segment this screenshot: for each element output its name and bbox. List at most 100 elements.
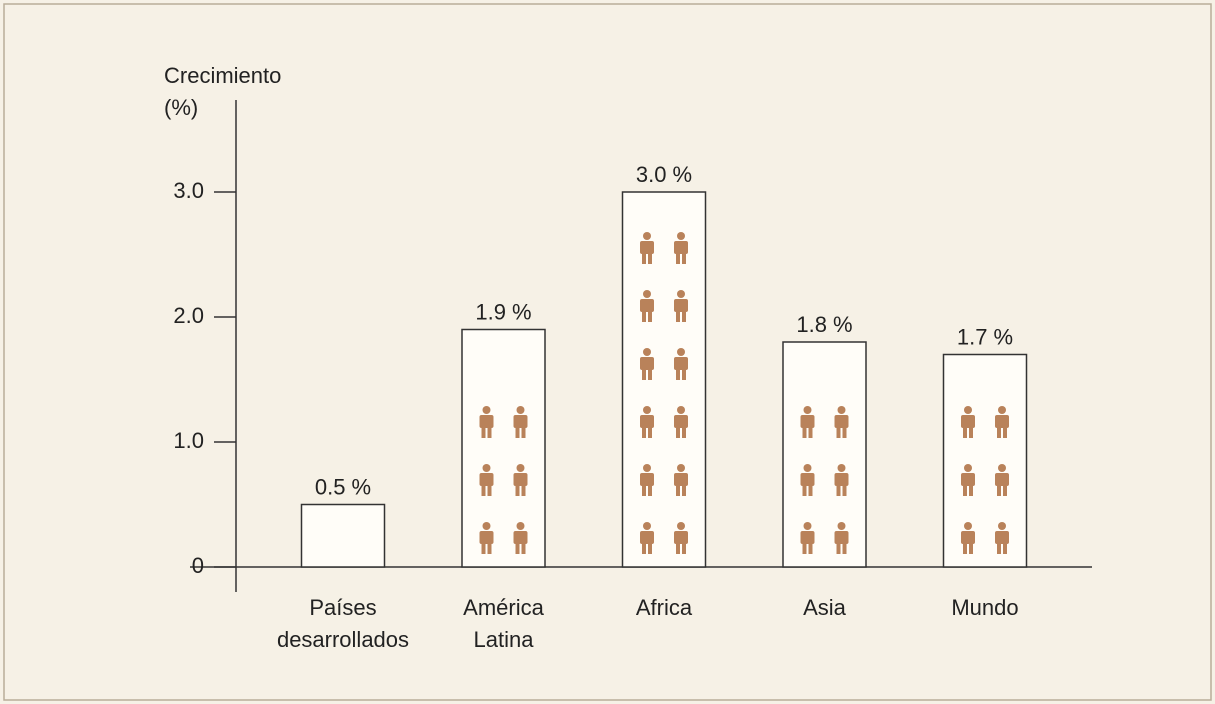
person-leg [842,485,847,496]
person-leg [802,543,807,554]
person-head [964,406,972,414]
y-tick-label: 0 [192,553,204,578]
person-leg [515,427,520,438]
person-head [643,406,651,414]
person-leg [1003,485,1007,496]
person-icon [479,522,494,554]
person-body [674,241,688,254]
person-head [837,522,846,530]
person-body [995,531,1009,544]
person-icon [513,522,528,554]
person-leg [969,427,973,438]
person-head [643,290,651,298]
y-axis-title: Crecimiento (%) [164,63,282,120]
person-icon [640,522,654,554]
bar [621,191,707,568]
person-icon [961,522,975,554]
person-leg [521,485,526,496]
bar [942,353,1028,568]
person-head [482,522,491,530]
person-leg [642,427,646,438]
person-leg [642,485,646,496]
person-icon [674,232,688,264]
person-leg [487,485,492,496]
person-body [640,473,654,486]
person-head [677,290,685,298]
person-body [674,299,688,312]
person-body [834,531,849,544]
person-icon [834,464,849,496]
person-icon [640,232,654,264]
person-head [677,522,685,530]
x-tick-label: Mundo [951,595,1019,620]
person-leg [481,543,486,554]
person-head [482,464,491,472]
x-tick-label: Países desarrollados [276,595,410,652]
person-leg [682,485,686,496]
person-head [803,406,812,414]
person-leg [963,427,967,438]
person-leg [642,253,646,264]
person-body [674,531,688,544]
person-leg [648,543,652,554]
person-body [640,531,654,544]
person-leg [963,485,967,496]
person-leg [481,485,486,496]
person-head [643,232,651,240]
person-body [834,415,849,428]
person-body [640,415,654,428]
person-head [677,464,685,472]
person-body [995,473,1009,486]
person-icon [513,464,528,496]
bar [300,503,386,568]
frame-border [3,3,1212,701]
person-icon [640,464,654,496]
x-tick-label: Africa [635,595,693,620]
person-body [800,531,815,544]
person-body [674,473,688,486]
person-leg [997,543,1001,554]
person-leg [836,427,841,438]
value-label: 1.7 % [957,324,1013,349]
person-head [964,464,972,472]
person-body [513,531,528,544]
person-leg [808,543,813,554]
person-leg [969,485,973,496]
person-leg [521,427,526,438]
person-head [677,348,685,356]
person-body [674,357,688,370]
person-leg [648,369,652,380]
x-tick-label: América Latina [463,595,544,652]
person-leg [682,311,686,322]
person-leg [676,485,680,496]
person-head [643,522,651,530]
person-leg [521,543,526,554]
person-icon [961,464,975,496]
person-icon [995,464,1009,496]
person-leg [1003,543,1007,554]
value-label: 0.5 % [315,474,371,499]
person-icon [995,406,1009,438]
person-leg [802,427,807,438]
person-icon [640,290,654,322]
person-leg [997,427,1001,438]
person-icon [800,522,815,554]
person-leg [648,311,652,322]
person-leg [642,311,646,322]
person-body [640,357,654,370]
person-leg [836,543,841,554]
person-leg [676,369,680,380]
person-leg [808,485,813,496]
person-leg [682,543,686,554]
person-leg [648,427,652,438]
person-leg [842,543,847,554]
person-head [964,522,972,530]
person-leg [808,427,813,438]
person-body [961,473,975,486]
person-leg [842,427,847,438]
person-leg [676,543,680,554]
person-icon [479,464,494,496]
person-leg [642,369,646,380]
